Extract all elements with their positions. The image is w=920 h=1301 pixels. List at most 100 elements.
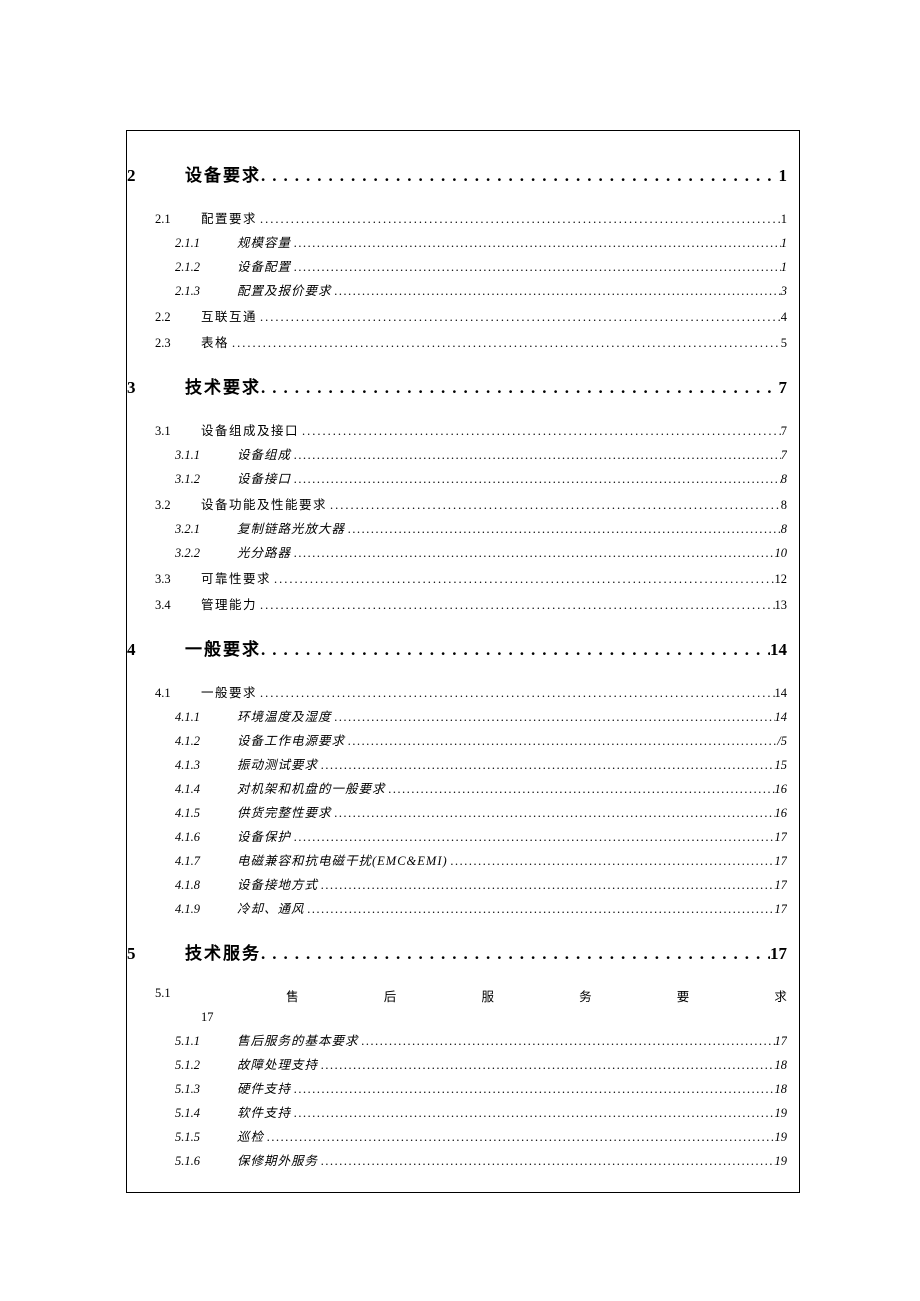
- toc-entry-number: 2.1.2: [175, 260, 237, 275]
- toc-entry-number: 4.1.1: [175, 710, 237, 725]
- toc-dot-leader: ........................................…: [451, 854, 775, 869]
- toc-entry-title-char: 服: [481, 986, 494, 1005]
- toc-dot-leader: ........................................…: [335, 284, 781, 299]
- toc-entry-title: 设备要求: [185, 161, 261, 186]
- toc-entry-title: 软件支持: [237, 1102, 294, 1121]
- toc-entry-title: 技术要求: [185, 373, 261, 398]
- toc-entry-title: 技术服务: [185, 939, 261, 964]
- toc-entry-number: 5.1.1: [175, 1034, 237, 1049]
- toc-entry-title: 配置及报价要求: [237, 280, 335, 299]
- toc-entry-level3: 4.1.5供货完整性要求............................…: [127, 802, 787, 821]
- toc-entry-number: 3.2.2: [175, 546, 237, 561]
- toc-entry-title: 环境温度及湿度: [237, 706, 335, 725]
- toc-entry-page: 14: [775, 686, 788, 701]
- toc-entry-title: 对机架和机盘的一般要求: [237, 778, 389, 797]
- toc-entry-level3: 2.1.2设备配置...............................…: [127, 256, 787, 275]
- toc-entry-page: 1: [779, 166, 788, 186]
- toc-entry-level3: 3.2.1复制链路光放大器...........................…: [127, 518, 787, 537]
- toc-entry-number: 3.2: [155, 498, 201, 513]
- toc-entry-number: 2.1: [155, 212, 201, 227]
- toc-entry-page: /5: [777, 734, 787, 749]
- toc-entry-page: 14: [770, 640, 787, 660]
- toc-entry-page: 10: [775, 546, 788, 561]
- toc-entry-page: 15: [775, 758, 788, 773]
- toc-entry-title: 一般要求: [185, 635, 261, 660]
- toc-entry-level3: 5.1.3硬件支持...............................…: [127, 1078, 787, 1097]
- toc-dot-leader: ........................................…: [294, 472, 781, 487]
- toc-entry-level1: 4一般要求...................................…: [127, 635, 787, 660]
- toc-entry-title: 复制链路光放大器: [237, 518, 348, 537]
- toc-entry-level3: 3.2.2光分路器...............................…: [127, 542, 787, 561]
- toc-entry-title: 表格: [201, 332, 232, 351]
- toc-entry-page: 14: [775, 710, 788, 725]
- toc-entry-page: 16: [775, 782, 788, 797]
- toc-dot-leader: ........................................…: [260, 212, 781, 227]
- toc-entry-title: 设备功能及性能要求: [201, 494, 330, 513]
- toc-entry-level1: 3技术要求...................................…: [127, 373, 787, 398]
- toc-entry-page: 7: [779, 378, 788, 398]
- toc-dot-leader: ........................................…: [294, 236, 781, 251]
- toc-entry-level3: 4.1.1环境温度及湿度............................…: [127, 706, 787, 725]
- toc-entry-number: 3.1: [155, 424, 201, 439]
- toc-entry-page: 17: [775, 902, 788, 917]
- toc-entry-page: 8: [781, 498, 787, 513]
- toc-entry-title-char: 要: [677, 986, 690, 1005]
- toc-entry-page: 18: [775, 1058, 788, 1073]
- toc-entry-page: 4: [781, 310, 787, 325]
- toc-entry-title: 设备保护: [237, 826, 294, 845]
- toc-dot-leader: ........................................…: [321, 1058, 774, 1073]
- toc-dot-leader: ........................................…: [232, 336, 781, 351]
- toc-entry-page-newline: 17: [127, 1010, 787, 1025]
- toc-entry-number: 4.1: [155, 686, 201, 701]
- toc-entry-page: 16: [775, 806, 788, 821]
- toc-entry-title: 设备接口: [237, 468, 294, 487]
- toc-entry-page: 19: [775, 1106, 788, 1121]
- toc-entry-number: 5: [127, 944, 185, 964]
- toc-dot-leader: ........................................…: [335, 806, 775, 821]
- toc-entry-number: 4.1.8: [175, 878, 237, 893]
- toc-entry-page: 8: [781, 522, 787, 537]
- toc-dot-leader: ........................................…: [308, 902, 775, 917]
- toc-dot-leader: ........................................…: [294, 448, 781, 463]
- toc-entry-title: 冷却、通风: [237, 898, 308, 917]
- toc-entry-title: 振动测试要求: [237, 754, 321, 773]
- toc-entry-number: 5.1.6: [175, 1154, 237, 1169]
- toc-dot-leader: ........................................…: [260, 686, 774, 701]
- toc-entry-number: 4.1.4: [175, 782, 237, 797]
- toc-container: 2设备要求...................................…: [126, 130, 800, 1193]
- toc-entry-level3: 4.1.8设备接地方式.............................…: [127, 874, 787, 893]
- toc-entry-level3: 3.1.2设备接口...............................…: [127, 468, 787, 487]
- toc-entry-title-char: 求: [774, 986, 787, 1005]
- toc-entry-page: 18: [775, 1082, 788, 1097]
- toc-entry-page: 19: [775, 1154, 788, 1169]
- toc-entry-page: 17: [775, 1034, 788, 1049]
- toc-entry-level2: 3.2设备功能及性能要求............................…: [127, 494, 787, 513]
- toc-entry-level1: 5技术服务...................................…: [127, 939, 787, 964]
- toc-entry-number: 2.1.1: [175, 236, 237, 251]
- toc-dot-leader: ........................................…: [330, 498, 781, 513]
- toc-entry-number: 4.1.3: [175, 758, 237, 773]
- toc-dot-leader: ........................................…: [261, 640, 770, 660]
- toc-entry-title: 设备组成及接口: [201, 420, 302, 439]
- toc-entry-number: 2.2: [155, 310, 201, 325]
- toc-entry-title-char: 务: [579, 986, 592, 1005]
- toc-entry-number: 3.1.2: [175, 472, 237, 487]
- toc-dot-leader: ........................................…: [348, 522, 781, 537]
- toc-entry-page: 12: [775, 572, 788, 587]
- toc-dot-leader: ........................................…: [348, 734, 777, 749]
- toc-entry-page: 17: [770, 944, 787, 964]
- toc-entry-level3: 5.1.1售后服务的基本要求..........................…: [127, 1030, 787, 1049]
- toc-entry-number: 3: [127, 378, 185, 398]
- toc-entry-title: 故障处理支持: [237, 1054, 321, 1073]
- toc-entry-title: 互联互通: [201, 306, 260, 325]
- toc-entry-page: 1: [781, 236, 787, 251]
- toc-entry-number: 4.1.7: [175, 854, 237, 869]
- toc-entry-title: 电磁兼容和抗电磁干扰(EMC&EMI): [237, 850, 451, 869]
- toc-dot-leader: ........................................…: [294, 830, 774, 845]
- toc-dot-leader: ........................................…: [294, 546, 774, 561]
- toc-dot-leader: ........................................…: [260, 310, 781, 325]
- toc-entry-title: 配置要求: [201, 208, 260, 227]
- toc-entry-number: 4.1.6: [175, 830, 237, 845]
- toc-entry-title: 售后服务的基本要求: [237, 1030, 362, 1049]
- toc-entry-level1: 2设备要求...................................…: [127, 161, 787, 186]
